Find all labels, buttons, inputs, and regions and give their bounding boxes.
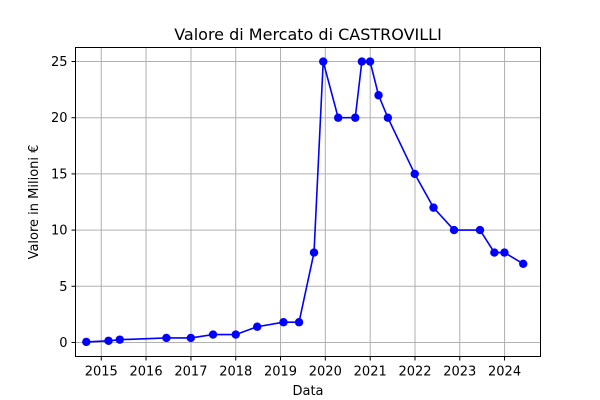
data-point — [333, 113, 343, 122]
x-tick-labels: 2015 2016 2017 2018 2019 2020 2021 2022 2023 2024 — [85, 365, 521, 380]
series — [82, 57, 528, 347]
data-point — [208, 330, 218, 339]
data-point — [410, 169, 419, 179]
y-tick-labels: 0 5 10 15 20 25 — [51, 55, 68, 351]
data-point — [374, 91, 383, 100]
data-point — [162, 333, 171, 343]
data-point — [186, 333, 196, 343]
x-axis-label: Data — [292, 384, 323, 399]
data-point — [279, 318, 288, 327]
axis-ticks — [71, 61, 506, 361]
data-point — [294, 318, 304, 327]
x-tick-label: 2020 — [309, 365, 342, 380]
x-tick-label: 2018 — [219, 365, 252, 380]
y-tick-label: 5 — [59, 280, 67, 295]
data-point — [490, 248, 499, 257]
data-point — [500, 248, 509, 257]
grid — [75, 47, 541, 357]
x-tick-label: 2021 — [354, 365, 387, 380]
data-point — [82, 337, 91, 347]
data-point — [253, 322, 262, 331]
data-point — [475, 225, 485, 235]
x-tick-label: 2015 — [85, 365, 118, 380]
data-point — [309, 248, 319, 257]
x-tick-label: 2016 — [130, 365, 163, 380]
data-point — [365, 57, 375, 66]
data-point — [104, 336, 113, 345]
y-tick-label: 10 — [51, 224, 68, 239]
data-point — [429, 203, 438, 212]
data-point — [357, 57, 367, 66]
x-tick-label: 2017 — [174, 365, 207, 380]
y-tick-label: 0 — [59, 336, 67, 351]
chart-title: Valore di Mercato di CASTROVILLI — [174, 25, 442, 44]
x-tick-label: 2023 — [443, 365, 476, 380]
data-point — [449, 225, 459, 235]
data-point — [383, 113, 393, 122]
x-tick-label: 2024 — [488, 365, 521, 380]
data-point — [351, 113, 360, 122]
data-point — [231, 330, 240, 339]
y-tick-label: 20 — [51, 111, 68, 126]
series-line — [86, 60, 524, 343]
data-point — [319, 57, 328, 66]
x-tick-label: 2022 — [398, 365, 431, 380]
y-tick-label: 25 — [51, 55, 68, 70]
y-tick-label: 15 — [51, 167, 68, 182]
plot-frame — [75, 47, 541, 357]
x-tick-label: 2019 — [264, 365, 297, 380]
y-axis-label: Valore in Milioni € — [27, 145, 42, 260]
data-point — [519, 259, 528, 268]
data-point — [115, 335, 124, 344]
